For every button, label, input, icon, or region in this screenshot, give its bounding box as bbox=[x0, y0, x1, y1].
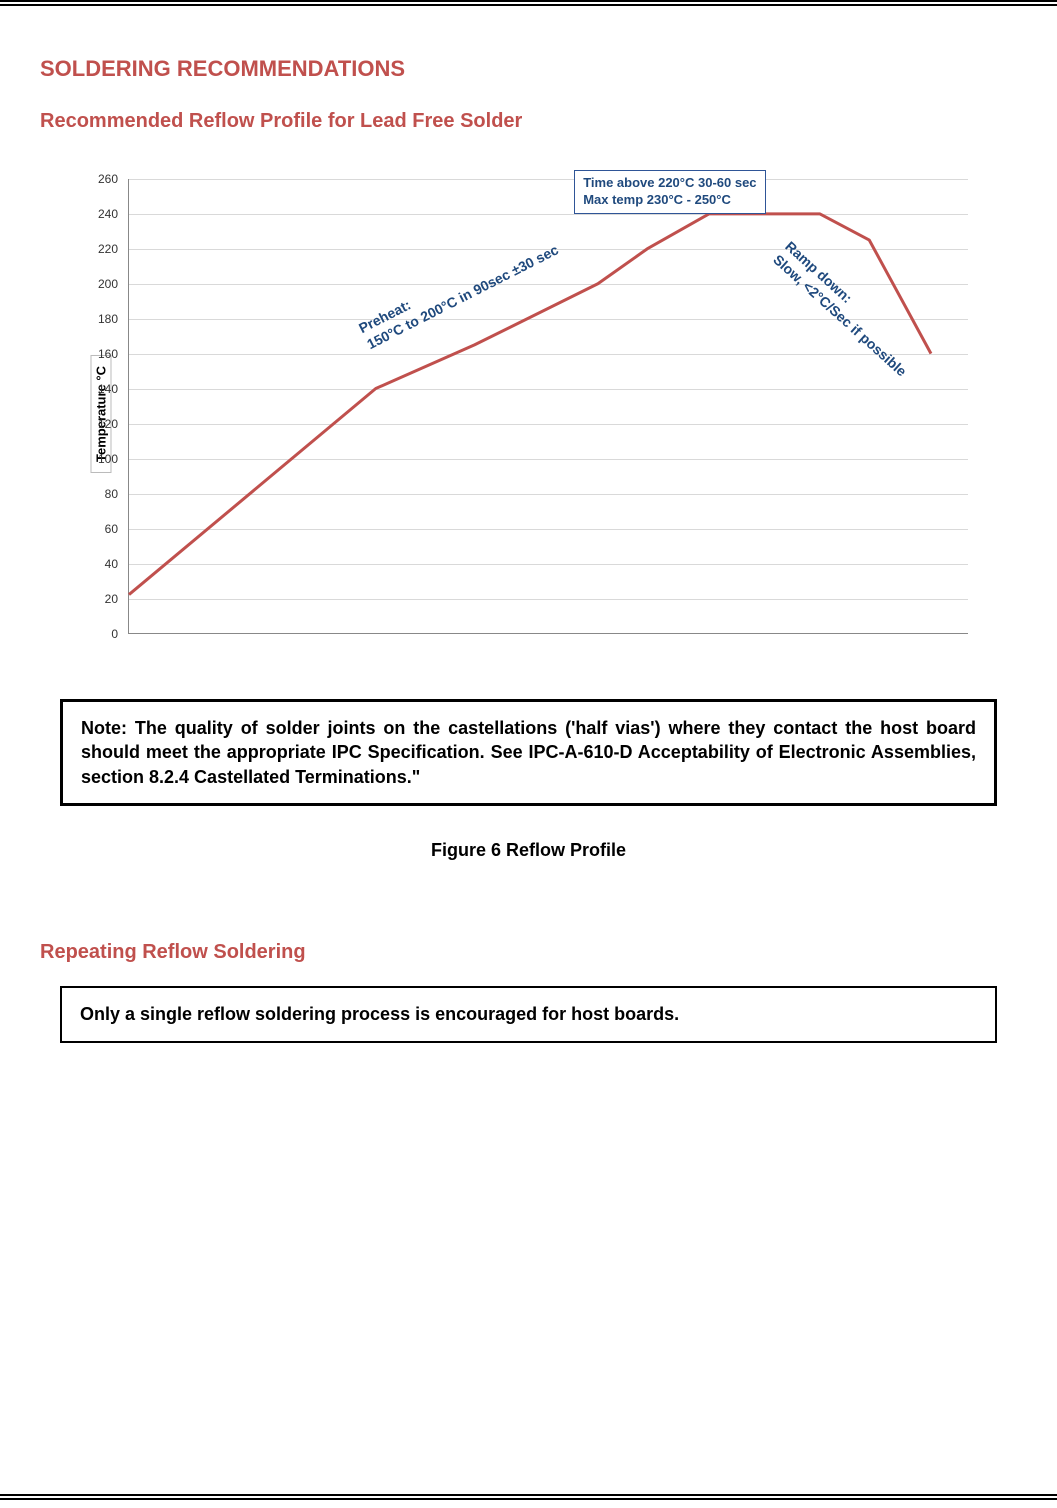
section-title: SOLDERING RECOMMENDATIONS bbox=[40, 56, 1017, 82]
subsection-title: Recommended Reflow Profile for Lead Free… bbox=[40, 110, 1017, 133]
y-tick: 0 bbox=[88, 627, 118, 641]
subsection2-title: Repeating Reflow Soldering bbox=[40, 941, 1017, 964]
y-tick: 260 bbox=[88, 172, 118, 186]
y-tick: 40 bbox=[88, 557, 118, 571]
y-tick: 180 bbox=[88, 312, 118, 326]
annotation-peak: Time above 220°C 30-60 secMax temp 230°C… bbox=[574, 170, 765, 214]
y-tick: 220 bbox=[88, 242, 118, 256]
y-tick: 20 bbox=[88, 592, 118, 606]
note-box-ipc: Note: The quality of solder joints on th… bbox=[60, 699, 997, 806]
reflow-chart: Temperature °C Time above 220°C 30-60 se… bbox=[80, 169, 980, 659]
y-tick: 80 bbox=[88, 487, 118, 501]
note-box-repeat: Only a single reflow soldering process i… bbox=[60, 986, 997, 1043]
y-tick: 160 bbox=[88, 347, 118, 361]
y-tick: 140 bbox=[88, 382, 118, 396]
y-tick: 240 bbox=[88, 207, 118, 221]
y-tick: 60 bbox=[88, 522, 118, 536]
figure-caption: Figure 6 Reflow Profile bbox=[40, 840, 1017, 861]
y-tick: 200 bbox=[88, 277, 118, 291]
y-tick: 120 bbox=[88, 417, 118, 431]
y-tick: 100 bbox=[88, 452, 118, 466]
chart-plot-area: Time above 220°C 30-60 secMax temp 230°C… bbox=[128, 179, 968, 634]
